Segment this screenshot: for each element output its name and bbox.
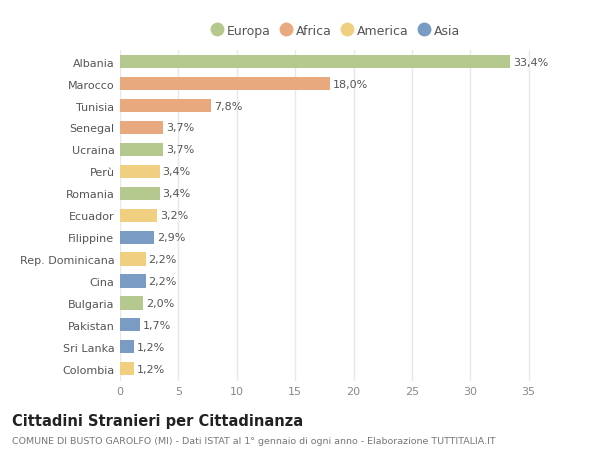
Bar [120,187,160,201]
Text: 18,0%: 18,0% [333,79,368,90]
Bar [120,56,510,69]
Bar [120,209,157,222]
Text: COMUNE DI BUSTO GAROLFO (MI) - Dati ISTAT al 1° gennaio di ogni anno - Elaborazi: COMUNE DI BUSTO GAROLFO (MI) - Dati ISTA… [12,436,496,445]
Text: 2,9%: 2,9% [157,233,185,243]
Bar [120,100,211,113]
Bar [120,297,143,310]
Text: 3,4%: 3,4% [163,167,191,177]
Legend: Europa, Africa, America, Asia: Europa, Africa, America, Asia [212,25,460,38]
Text: Cittadini Stranieri per Cittadinanza: Cittadini Stranieri per Cittadinanza [12,413,303,428]
Text: 2,2%: 2,2% [149,254,177,264]
Bar [120,231,154,244]
Text: 1,2%: 1,2% [137,364,165,374]
Text: 3,7%: 3,7% [166,145,194,155]
Text: 1,2%: 1,2% [137,342,165,352]
Bar [120,78,330,91]
Bar [120,122,163,135]
Bar [120,165,160,179]
Bar [120,253,146,266]
Text: 33,4%: 33,4% [513,57,548,67]
Text: 3,4%: 3,4% [163,189,191,199]
Bar [120,144,163,157]
Bar [120,275,146,288]
Text: 3,7%: 3,7% [166,123,194,133]
Text: 3,2%: 3,2% [160,211,188,221]
Bar [120,319,140,332]
Text: 2,2%: 2,2% [149,276,177,286]
Text: 1,7%: 1,7% [143,320,171,330]
Bar [120,341,134,353]
Text: 2,0%: 2,0% [146,298,175,308]
Text: 7,8%: 7,8% [214,101,242,111]
Bar [120,362,134,375]
